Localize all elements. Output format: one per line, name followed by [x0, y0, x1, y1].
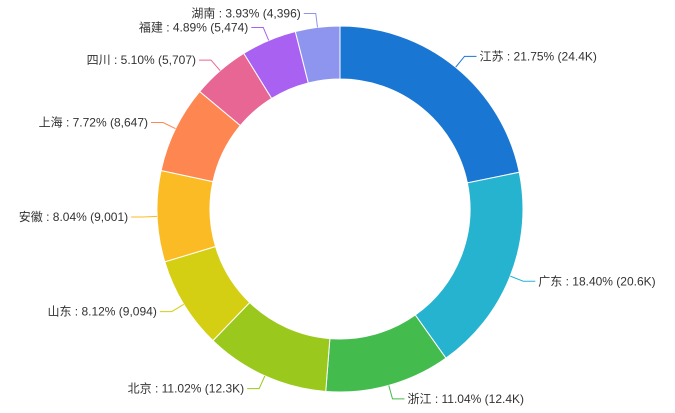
slice-6-label: 安徽 : 8.04% (9,001) [19, 209, 128, 224]
slice-6-leader-line [131, 215, 158, 218]
slice-2-leader-line [510, 275, 536, 282]
slice-8-label: 四川 : 5.10% (5,707) [87, 53, 196, 67]
slice-9-leader-line [251, 27, 270, 41]
slice-9-label: 福建 : 4.89% (5,474) [139, 20, 248, 35]
slice-6-arc[interactable] [156, 169, 217, 263]
slice-4-leader-line [247, 375, 266, 390]
slice-3-label: 浙江 : 11.04% (12.4K) [408, 392, 525, 406]
slice-labels: 江苏 : 21.75% (24.4K) 广东 : 18.40% (20.6K) 浙江… [19, 5, 656, 405]
slice-5-leader-line [159, 303, 185, 313]
slice-2-arc[interactable] [414, 171, 524, 359]
slice-4-label: 北京 : 11.02% (12.3K) [128, 382, 245, 396]
slice-3-leader-line [388, 385, 405, 400]
leader-lines [131, 12, 536, 400]
slice-10-arc[interactable] [294, 25, 341, 84]
slice-1-leader-line [455, 55, 477, 68]
slice-1-label: 江苏 : 21.75% (24.4K) [480, 49, 597, 63]
slice-2-label: 广东 : 18.40% (20.6K) [538, 274, 655, 288]
slice-7-leader-line [151, 122, 176, 130]
slice-7-label: 上海 : 7.72% (8,647) [39, 115, 148, 130]
slice-8-leader-line [199, 59, 221, 71]
donut-slices [156, 25, 524, 393]
slice-10-leader-line [303, 12, 318, 28]
slice-10-label: 湖南 : 3.93% (4,396) [191, 5, 300, 20]
slice-5-label: 山东 : 8.12% (9,094) [47, 305, 156, 319]
